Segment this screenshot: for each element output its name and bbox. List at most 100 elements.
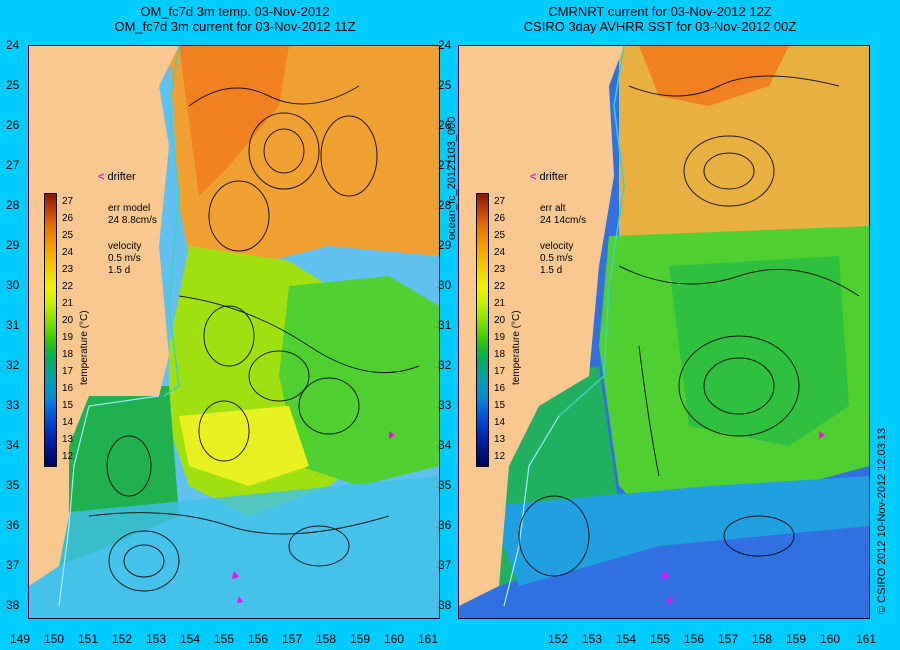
lon-tick: 156 xyxy=(248,632,269,646)
colorbar-tick: 26 xyxy=(62,213,74,224)
lon-tick: 160 xyxy=(384,632,405,646)
colorbar-tick: 15 xyxy=(62,400,74,411)
colorbar-tick: 19 xyxy=(62,332,74,343)
drifter-legend-left: < drifter xyxy=(98,171,136,183)
lat-tick: 35 xyxy=(6,478,20,492)
colorbar-title: temperature (°C) xyxy=(79,310,90,385)
err-label: err model xyxy=(108,203,151,214)
drifter-label: drifter xyxy=(539,171,568,183)
title-right: CMRNRT current for 03-Nov-2012 12Z CSIRO… xyxy=(455,4,865,34)
colorbar-tick: 27 xyxy=(494,196,506,207)
drifter-label: drifter xyxy=(107,171,136,183)
copyright-label: © CSIRO 2012 10-Nov-2012 12:03:13 xyxy=(876,427,888,614)
lat-tick: 27 xyxy=(438,158,452,172)
velocity-value: 0.5 m/s xyxy=(540,253,573,264)
lon-tick: 158 xyxy=(752,632,773,646)
lat-tick: 31 xyxy=(438,318,452,332)
lat-tick: 35 xyxy=(438,478,452,492)
lat-tick: 30 xyxy=(438,278,452,292)
lat-tick: 26 xyxy=(438,118,452,132)
lon-tick: 157 xyxy=(282,632,303,646)
lon-tick: 151 xyxy=(78,632,99,646)
lat-tick: 29 xyxy=(438,238,452,252)
colorbar-tick: 18 xyxy=(494,349,506,360)
colorbar-tick: 12 xyxy=(62,451,74,462)
colorbar-tick: 17 xyxy=(62,366,74,377)
lat-tick: 25 xyxy=(438,78,452,92)
colorbar-tick: 17 xyxy=(494,366,506,377)
lon-tick: 159 xyxy=(350,632,371,646)
lat-tick: 25 xyxy=(6,78,20,92)
colorbar-tick: 20 xyxy=(62,315,74,326)
lat-tick: 38 xyxy=(6,598,20,612)
colorbar-left xyxy=(44,193,57,467)
drifter-legend-right: < drifter xyxy=(530,171,568,183)
lon-tick: 155 xyxy=(214,632,235,646)
drifter-marker-icon: < xyxy=(98,171,105,183)
lon-tick: 159 xyxy=(786,632,807,646)
title-left-line1: OM_fc7d 3m temp. 03-Nov-2012 xyxy=(140,4,330,19)
colorbar-tick: 14 xyxy=(62,417,74,428)
lon-tick: 161 xyxy=(418,632,439,646)
colorbar-tick: 22 xyxy=(62,281,74,292)
colorbar-tick: 12 xyxy=(494,451,506,462)
lat-tick: 28 xyxy=(438,198,452,212)
colorbar-tick: 19 xyxy=(494,332,506,343)
colorbar-tick: 20 xyxy=(494,315,506,326)
lat-tick: 34 xyxy=(6,438,20,452)
lat-tick: 26 xyxy=(6,118,20,132)
map-right-svg xyxy=(459,46,869,618)
lat-tick: 24 xyxy=(438,38,452,52)
velocity-label: velocity xyxy=(540,241,574,252)
colorbar-gradient xyxy=(45,194,56,466)
colorbar-tick: 24 xyxy=(494,247,506,258)
colorbar-tick: 13 xyxy=(62,434,74,445)
lon-tick: 161 xyxy=(856,632,877,646)
lon-tick: 158 xyxy=(316,632,337,646)
lat-tick: 29 xyxy=(6,238,20,252)
lon-tick: 153 xyxy=(582,632,603,646)
colorbar-tick: 23 xyxy=(494,264,506,275)
lon-tick: 154 xyxy=(616,632,637,646)
lat-tick: 30 xyxy=(6,278,20,292)
lat-tick: 24 xyxy=(6,38,20,52)
lat-tick: 33 xyxy=(6,398,20,412)
lat-tick: 38 xyxy=(438,598,452,612)
title-left-line2: OM_fc7d 3m current for 03-Nov-2012 11Z xyxy=(114,19,356,34)
colorbar-tick: 26 xyxy=(494,213,506,224)
colorbar-title: temperature (°C) xyxy=(511,310,522,385)
legend-left: err model 24 8.8cm/s velocity 0.5 m/s 1.… xyxy=(108,203,157,277)
colorbar-tick: 27 xyxy=(62,196,74,207)
lat-tick: 32 xyxy=(438,358,452,372)
err-value: 24 8.8cm/s xyxy=(108,215,157,226)
colorbar-gradient xyxy=(477,194,488,466)
legend-right: err alt 24 14cm/s velocity 0.5 m/s 1.5 d xyxy=(540,203,586,277)
colorbar-tick: 25 xyxy=(494,230,506,241)
lon-tick: 153 xyxy=(146,632,167,646)
velocity-label: velocity xyxy=(108,241,142,252)
lon-tick: 156 xyxy=(684,632,705,646)
lat-tick: 36 xyxy=(6,518,20,532)
colorbar-tick: 16 xyxy=(494,383,506,394)
colorbar-tick: 21 xyxy=(494,298,506,309)
drifter-marker-icon: < xyxy=(530,171,537,183)
lon-tick: 150 xyxy=(44,632,65,646)
model-run-label: ocean_fc_20121103_000 xyxy=(446,116,458,240)
lon-tick: 155 xyxy=(650,632,671,646)
lat-tick: 27 xyxy=(6,158,20,172)
colorbar-tick: 24 xyxy=(62,247,74,258)
title-right-line1: CMRNRT current for 03-Nov-2012 12Z xyxy=(548,4,772,19)
lat-tick: 36 xyxy=(438,518,452,532)
velocity-value: 0.5 m/s xyxy=(108,253,141,264)
lat-tick: 37 xyxy=(6,558,20,572)
lon-tick: 154 xyxy=(180,632,201,646)
title-right-line2: CSIRO 3day AVHRR SST for 03-Nov-2012 00Z xyxy=(523,19,797,34)
lat-tick: 32 xyxy=(6,358,20,372)
lat-tick: 28 xyxy=(6,198,20,212)
colorbar-tick: 21 xyxy=(62,298,74,309)
colorbar-tick: 14 xyxy=(494,417,506,428)
map-panel-left xyxy=(28,45,440,619)
lon-tick: 152 xyxy=(548,632,569,646)
err-value: 24 14cm/s xyxy=(540,215,587,226)
colorbar-tick: 15 xyxy=(494,400,506,411)
